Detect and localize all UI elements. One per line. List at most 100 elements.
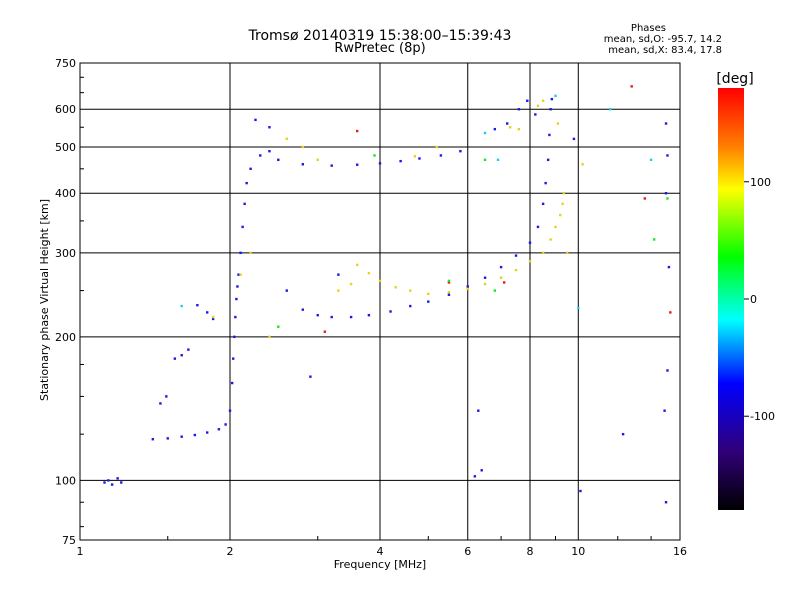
data-point-o-mode — [447, 293, 451, 296]
colorbar-label: [deg] — [716, 71, 753, 87]
data-point-o-mode — [546, 158, 550, 162]
data-point-scattered — [323, 330, 327, 333]
data-point-o-mode — [330, 164, 333, 167]
data-point-x-mode — [541, 251, 545, 255]
colorbar-tick-label: 100 — [750, 176, 771, 189]
data-point-o-mode — [151, 438, 155, 441]
data-point-o-mode — [427, 300, 430, 303]
data-point-x-mode — [517, 127, 521, 131]
data-point-o-mode — [572, 137, 576, 141]
data-point-o-mode — [664, 122, 668, 125]
data-point-o-mode — [439, 154, 443, 157]
data-point-o-mode — [173, 357, 177, 360]
x-axis-ticks: 1 2 4 6 8 10 16 — [77, 536, 687, 558]
y-tick-label: 300 — [55, 247, 76, 260]
x-axis-label: Frequency [MHz] — [334, 558, 426, 571]
data-point-x-mode — [378, 279, 382, 283]
plot-frame — [79, 62, 681, 541]
data-point-o-mode — [477, 409, 480, 412]
chart-subtitle: RwPretec (8p) — [334, 41, 425, 56]
data-point-o-mode — [316, 313, 319, 317]
colorbar-ticks: 100 0 -100 — [744, 176, 775, 423]
data-point-scattered-cyan — [180, 304, 183, 308]
data-point-x-mode — [466, 287, 469, 291]
data-point-o-mode — [301, 163, 305, 166]
data-point-o-mode — [544, 181, 547, 185]
data-point-o-mode — [241, 225, 244, 229]
y-tick-label: 400 — [55, 187, 76, 200]
data-point-o-mode — [180, 435, 183, 438]
data-point-scattered-green — [652, 238, 656, 241]
data-point-x-mode — [239, 273, 242, 276]
data-point-o-mode — [301, 308, 305, 311]
data-point-scattered-cyan — [577, 306, 580, 310]
x-tick-label: 6 — [464, 545, 471, 558]
y-tick-label: 75 — [62, 534, 76, 547]
data-point-o-mode — [196, 303, 199, 307]
data-point-o-mode — [237, 273, 240, 276]
data-point-x-mode — [355, 263, 359, 267]
data-point-scattered — [447, 281, 451, 284]
data-point-o-mode — [120, 481, 123, 484]
data-point-o-mode — [235, 297, 238, 301]
data-point-o-mode — [239, 251, 242, 255]
data-point-o-mode — [205, 311, 209, 314]
data-point-o-mode — [249, 167, 252, 171]
data-point-x-mode — [499, 276, 503, 279]
data-point-o-mode — [517, 108, 521, 111]
data-point-o-mode — [483, 276, 487, 279]
data-point-o-mode — [166, 437, 169, 440]
data-point-o-mode — [230, 381, 234, 385]
data-point-x-mode — [528, 260, 532, 263]
data-point-o-mode — [621, 432, 625, 436]
data-point-scattered — [355, 129, 359, 133]
data-point-o-mode — [268, 126, 271, 129]
data-point-o-mode — [418, 157, 421, 160]
data-point-o-mode — [480, 469, 483, 472]
colorbar-tick-label: 0 — [750, 293, 757, 306]
y-tick-label: 600 — [55, 103, 76, 116]
y-tick-label: 100 — [55, 474, 76, 487]
data-point-o-mode — [499, 265, 503, 269]
data-point-o-mode — [245, 181, 248, 185]
data-point-x-mode — [394, 286, 397, 289]
data-point-o-mode — [389, 310, 392, 313]
data-point-o-mode — [550, 97, 554, 101]
x-tick-label: 2 — [227, 545, 234, 558]
data-point-o-mode — [378, 162, 382, 165]
data-point-o-mode — [211, 317, 215, 321]
y-tick-label: 750 — [55, 57, 76, 70]
data-point-o-mode — [103, 481, 106, 484]
data-point-o-mode — [355, 163, 359, 166]
data-point-o-mode — [541, 202, 545, 206]
data-point-o-mode — [534, 113, 537, 116]
data-point-x-mode — [211, 315, 215, 319]
data-point-x-mode — [508, 126, 512, 129]
data-point-x-mode — [413, 155, 417, 158]
x-tick-label: 1 — [77, 545, 84, 558]
data-point-o-mode — [224, 423, 227, 426]
data-point-o-mode — [254, 118, 257, 122]
data-point-o-mode — [666, 369, 669, 372]
data-point-scattered-green — [483, 158, 487, 162]
data-point-scattered-cyan — [483, 131, 487, 135]
data-point-o-mode — [459, 149, 462, 153]
data-point-x-mode — [514, 268, 518, 272]
data-point-x-mode — [536, 104, 540, 108]
data-point-o-mode — [548, 133, 551, 137]
data-point-o-mode — [232, 357, 235, 360]
data-point-scattered — [630, 85, 633, 88]
data-point-o-mode — [349, 315, 353, 319]
data-point-o-mode — [526, 99, 529, 102]
data-point-o-mode — [409, 304, 412, 308]
data-point-x-mode — [562, 192, 565, 195]
data-point-o-mode — [107, 479, 110, 482]
x-tick-label: 8 — [527, 545, 534, 558]
y-axis-label: Stationary phase Virtual Height [km] — [38, 199, 51, 401]
data-point-x-mode — [554, 225, 557, 229]
data-point-o-mode — [159, 402, 162, 405]
data-point-o-mode — [236, 285, 239, 288]
data-point-scattered-cyan — [554, 94, 557, 98]
grid-lines — [80, 63, 680, 540]
data-point-o-mode — [579, 489, 582, 493]
